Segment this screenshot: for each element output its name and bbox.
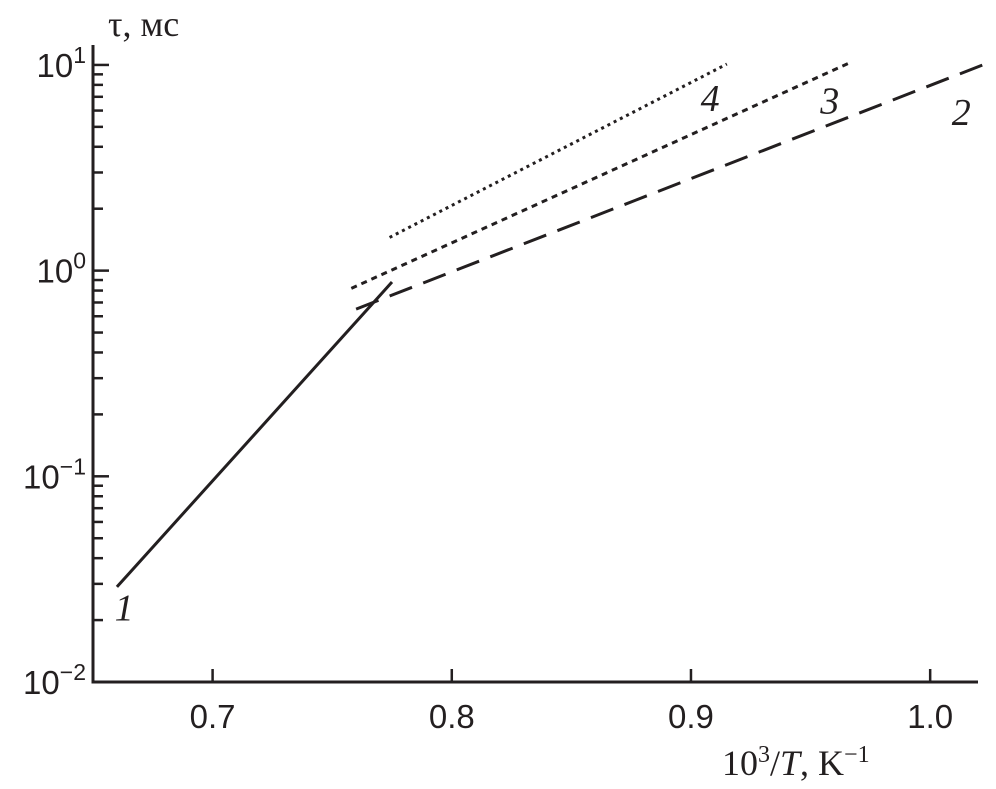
x-tick-label-3: 1.0 xyxy=(907,698,953,735)
y-tick-label-base-3: 10 xyxy=(36,47,73,84)
y-tick-label-exp-1: −1 xyxy=(60,453,86,479)
x-tick-label-2: 0.9 xyxy=(668,698,714,735)
y-tick-label-exp-0: −2 xyxy=(60,659,86,685)
x-axis-label: 103/T, K−1 xyxy=(722,742,870,783)
y-tick-label-1: 10−1 xyxy=(23,453,86,495)
series-label-3: 3 xyxy=(819,81,839,123)
x-axis-label-unit: , K xyxy=(800,743,844,783)
y-tick-label-0: 10−2 xyxy=(23,659,86,701)
series-line-3 xyxy=(350,61,850,290)
y-tick-label-3: 101 xyxy=(36,42,86,84)
series-line-2 xyxy=(355,63,984,311)
labels: 1 2 3 4 xyxy=(115,78,971,630)
x-axis-label-base-exp: 3 xyxy=(758,742,770,768)
y-tick-label-2: 100 xyxy=(36,248,86,290)
series-layer xyxy=(115,61,984,588)
y-tick-label-base-0: 10 xyxy=(23,664,60,701)
series-label-1: 1 xyxy=(115,588,134,630)
series-label-4: 4 xyxy=(701,78,720,120)
x-axis-label-var: T xyxy=(780,743,803,783)
x-tick-label-0: 0.7 xyxy=(190,698,236,735)
axes xyxy=(91,45,978,684)
x-axis-label-base: 10 xyxy=(722,743,758,783)
x-tick-label-1: 0.8 xyxy=(429,698,475,735)
y-tick-label-base-1: 10 xyxy=(23,458,60,495)
y-tick-label-exp-2: 0 xyxy=(73,248,86,274)
series-line-1 xyxy=(115,281,394,588)
y-axis-label: τ, мс xyxy=(108,4,179,44)
series-label-2: 2 xyxy=(952,92,971,134)
y-tick-label-base-2: 10 xyxy=(36,253,73,290)
y-tick-label-exp-3: 1 xyxy=(73,42,86,68)
axis-frame xyxy=(91,45,978,684)
x-axis-label-unit-exp: −1 xyxy=(844,742,870,768)
x-axis-label-slash: / xyxy=(770,743,780,783)
series-line-4 xyxy=(388,62,728,239)
